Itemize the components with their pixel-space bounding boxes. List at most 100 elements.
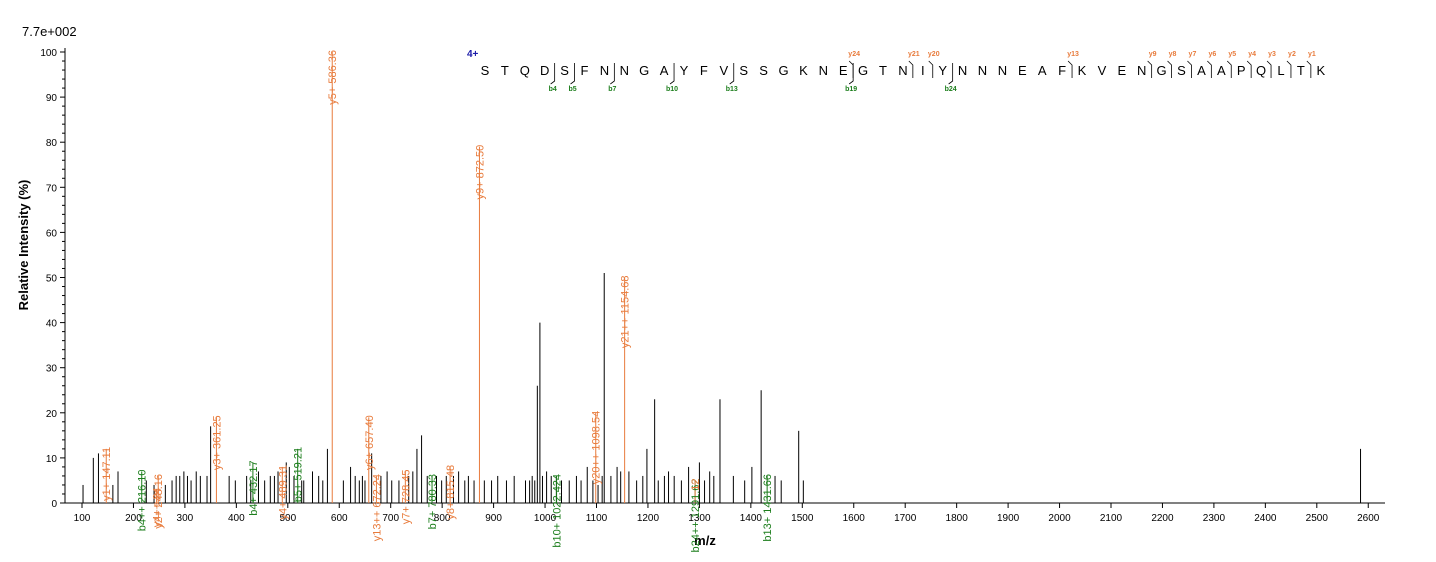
- residue: D: [540, 63, 549, 78]
- b-ion-label: b7: [608, 86, 616, 93]
- peak-label: b4++ 216.10: [137, 469, 149, 531]
- y-ion-bracket: [928, 60, 934, 78]
- b-ion-bracket: [948, 63, 954, 85]
- peak-label: y9+ 872.50: [474, 145, 486, 200]
- y-tick-label: 70: [46, 183, 58, 194]
- residue: E: [1117, 63, 1126, 78]
- peak-label: y8+ 815.48: [445, 465, 457, 520]
- residue: T: [1297, 63, 1305, 78]
- residue: A: [1197, 63, 1206, 78]
- peptide-sequence: 4+S T Q D S F N N G A Y F V S S G K N E G T N I Y N N N E A F K V E N G S A A…: [467, 49, 1325, 93]
- peaks: [82, 52, 1362, 503]
- x-tick-label: 2200: [1151, 513, 1174, 524]
- y-ion-label: y4: [1248, 51, 1256, 58]
- y-tick-label: 0: [51, 499, 57, 510]
- x-tick-label: 1000: [534, 513, 557, 524]
- residue: N: [958, 63, 967, 78]
- residue: Q: [1256, 63, 1266, 78]
- x-tick-label: 1800: [946, 513, 969, 524]
- peak-label: b24++ 1291.62: [690, 478, 702, 552]
- residue: Q: [520, 63, 530, 78]
- residue: I: [921, 63, 925, 78]
- residue: E: [839, 63, 848, 78]
- y-tick-label: 60: [46, 228, 58, 239]
- y-tick-label: 40: [46, 319, 58, 330]
- residue: G: [858, 63, 868, 78]
- y-ion-label: y5: [1228, 51, 1236, 58]
- y-ion-label: y9: [1149, 51, 1157, 58]
- x-tick-label: 900: [485, 513, 502, 524]
- y-tick-label: 10: [46, 454, 58, 465]
- y-ion-bracket: [1147, 60, 1153, 78]
- residue: K: [1316, 63, 1325, 78]
- residue: V: [1098, 63, 1107, 78]
- b-ion-label: b19: [845, 86, 857, 93]
- x-tick-label: 1700: [894, 513, 917, 524]
- x-tick-label: 300: [177, 513, 194, 524]
- y-ion-bracket: [1167, 60, 1172, 78]
- residue: T: [879, 63, 887, 78]
- residue: N: [898, 63, 907, 78]
- residue: S: [481, 63, 490, 78]
- y-axis-title: Relative Intensity (%): [16, 180, 31, 311]
- residue: G: [639, 63, 649, 78]
- residue: Y: [938, 63, 947, 78]
- x-tick-label: 1500: [791, 513, 814, 524]
- charge-state-label: 4+: [467, 49, 479, 60]
- x-tick-label: 2300: [1203, 513, 1226, 524]
- y-ion-bracket: [1286, 60, 1292, 78]
- x-tick-label: 200: [125, 513, 142, 524]
- peak-label: b10+ 1022.424: [552, 474, 564, 548]
- peak-label: b4+ 432.17: [248, 460, 260, 515]
- y-ion-bracket: [1226, 60, 1232, 78]
- residue: Y: [680, 63, 689, 78]
- y-ion-bracket: [908, 60, 914, 78]
- x-tick-label: 800: [434, 513, 451, 524]
- residue: N: [978, 63, 987, 78]
- x-tick-label: 2100: [1100, 513, 1123, 524]
- peak-label: y1+ 147.11: [101, 447, 113, 501]
- x-tick-label: 2600: [1357, 513, 1380, 524]
- y-ion-label: y13: [1067, 51, 1079, 58]
- b-ion-bracket: [729, 63, 735, 85]
- y-tick-label: 50: [46, 274, 58, 285]
- x-tick-label: 700: [382, 513, 399, 524]
- y-ion-label: y20: [928, 51, 940, 58]
- y-tick-label: 30: [46, 364, 58, 375]
- residue: A: [1217, 63, 1226, 78]
- residue: N: [1137, 63, 1146, 78]
- x-tick-label: 600: [331, 513, 348, 524]
- y-ion-bracket: [1306, 60, 1312, 78]
- y-ion-bracket: [1187, 60, 1192, 78]
- peak-label: y4++ 24: [152, 487, 164, 527]
- residue: A: [660, 63, 669, 78]
- y-ion-label: y2: [1288, 51, 1296, 58]
- residue: G: [778, 63, 788, 78]
- peak-label: y2+ 248.16: [153, 474, 165, 529]
- x-tick-label: 1900: [997, 513, 1020, 524]
- b-ion-label: b10: [666, 86, 678, 93]
- peak-label: b7+ 780.33: [427, 474, 439, 529]
- residue: N: [600, 63, 609, 78]
- y-tick-label: 90: [46, 93, 58, 104]
- peak-label: y3+ 361.25: [211, 415, 223, 470]
- y-ion-label: y6: [1208, 51, 1216, 58]
- max-intensity-label: 7.7e+002: [22, 24, 77, 39]
- b-ion-bracket: [848, 63, 854, 85]
- y-ion-bracket: [848, 60, 854, 78]
- residue: E: [1018, 63, 1027, 78]
- residue: K: [1078, 63, 1087, 78]
- peak-label: y20++ 1098.54: [591, 411, 603, 484]
- residue: S: [759, 63, 768, 78]
- residue: V: [719, 63, 728, 78]
- peak-label: 12: [690, 478, 702, 490]
- b-ion-label: b13: [726, 86, 738, 93]
- residue: N: [620, 63, 629, 78]
- residue: K: [799, 63, 808, 78]
- y-tick-label: 80: [46, 138, 58, 149]
- b-ion-label: b24: [945, 86, 957, 93]
- residue: F: [1058, 63, 1066, 78]
- b-ion-bracket: [610, 63, 615, 85]
